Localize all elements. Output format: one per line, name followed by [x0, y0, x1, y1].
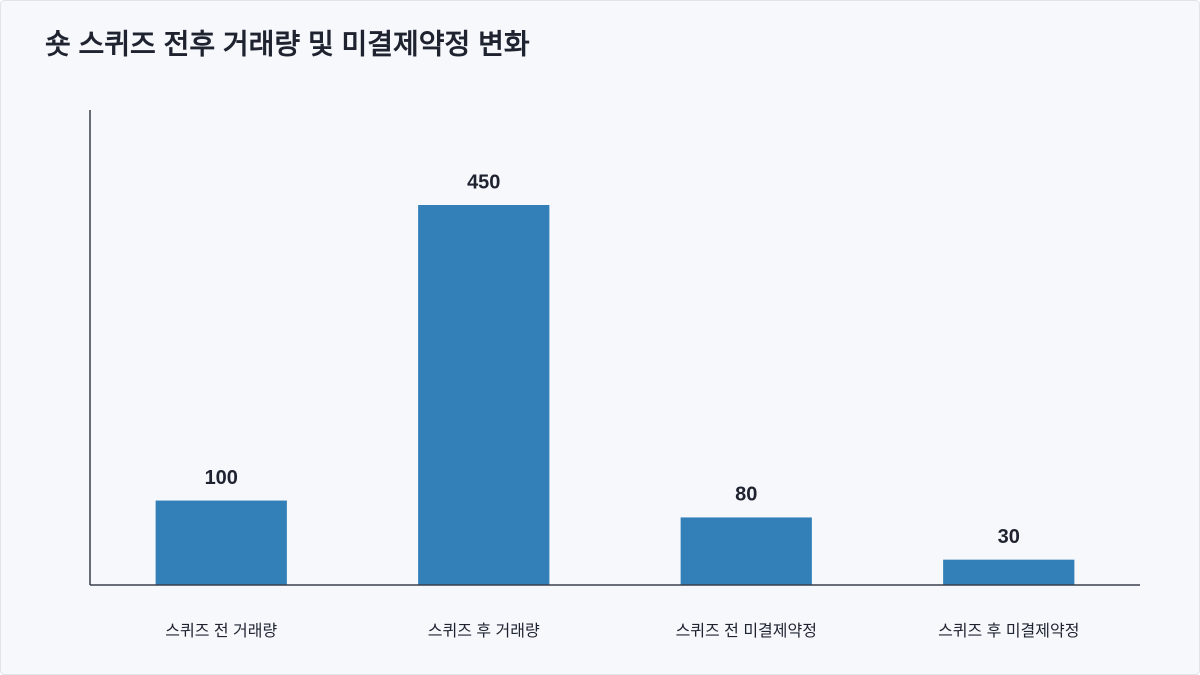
value-label: 80 — [735, 484, 757, 506]
bar — [680, 517, 812, 585]
x-tick-label: 스퀴즈 후 거래량 — [428, 622, 540, 640]
x-tick-label: 스퀴즈 전 거래량 — [165, 622, 277, 640]
bar — [943, 559, 1075, 585]
value-label: 450 — [467, 171, 500, 193]
bar — [418, 205, 550, 585]
value-label: 100 — [205, 467, 238, 489]
value-label: 30 — [998, 526, 1020, 548]
x-tick-label: 스퀴즈 전 미결제약정 — [676, 622, 817, 640]
bar — [155, 500, 287, 585]
chart-title: 숏 스퀴즈 전후 거래량 및 미결제약정 변화 — [45, 28, 530, 59]
x-tick-label: 스퀴즈 후 미결제약정 — [938, 622, 1079, 640]
